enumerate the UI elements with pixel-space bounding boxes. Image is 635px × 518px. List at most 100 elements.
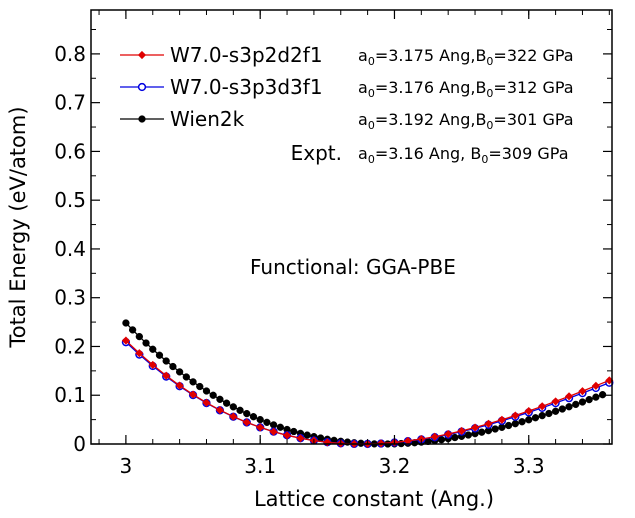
legend-entry: W7.0-s3p3d3f1	[120, 75, 323, 99]
data-point	[137, 82, 147, 92]
data-point	[592, 393, 600, 401]
data-point	[538, 411, 546, 420]
data-point	[202, 398, 211, 407]
legend-label: W7.0-s3p3d3f1	[170, 75, 323, 99]
series-w7-0-s3p3d3f1	[121, 338, 614, 449]
data-point	[464, 431, 472, 439]
data-point	[137, 50, 147, 60]
series-line	[125, 341, 610, 445]
data-point	[558, 405, 566, 413]
x-tick-label: 3.1	[244, 454, 276, 478]
data-point	[175, 381, 184, 390]
y-tick-label: 0.8	[54, 42, 86, 66]
axes-layer: 0 0.1 0.2 0.3 0.4 0.5 0.6 0.7 0.8 3 3.1 3.2 3.3	[54, 9, 613, 478]
data-point	[457, 426, 466, 436]
data-point	[565, 403, 573, 411]
data-point	[229, 412, 238, 421]
data-point	[491, 425, 499, 433]
annotation-functional: Functional: GGA-PBE	[250, 255, 456, 279]
data-point	[290, 427, 298, 436]
data-point	[202, 387, 211, 395]
data-point	[296, 434, 305, 443]
data-point	[135, 349, 144, 358]
data-point	[122, 319, 130, 327]
data-point	[430, 432, 439, 441]
data-point	[263, 418, 271, 426]
expt-label: Expt.	[291, 141, 342, 165]
data-point	[545, 409, 553, 418]
data-point	[243, 409, 251, 418]
data-point	[591, 381, 600, 390]
data-point	[484, 419, 493, 428]
data-point	[269, 421, 278, 429]
data-point	[525, 416, 533, 424]
data-point	[236, 406, 244, 414]
y-tick-label: 0.6	[54, 139, 86, 163]
y-tick-label: 0.7	[54, 91, 86, 115]
param-row: a0=3.176 Ang,B0=312 GPa	[358, 78, 574, 100]
param-row: a0=3.175 Ang,B0=322 GPa	[358, 46, 574, 68]
data-point	[215, 405, 224, 415]
data-point	[216, 395, 224, 403]
data-point	[518, 418, 526, 426]
parameters-table: a0=3.175 Ang,B0=322 GPa a0=3.176 Ang,B0=3…	[291, 46, 574, 166]
data-point	[162, 357, 170, 365]
data-point	[269, 427, 278, 436]
data-point	[256, 423, 265, 432]
x-tick-label: 3.3	[513, 454, 545, 478]
series-wien2k	[122, 319, 607, 448]
legend-entry: W7.0-s3p2d2f1	[120, 43, 323, 67]
data-point	[511, 420, 519, 428]
data-point	[155, 351, 164, 359]
y-tick-label: 0.4	[54, 237, 86, 261]
legend-entry: Wien2k	[120, 107, 245, 131]
data-point	[578, 398, 587, 406]
data-point	[135, 332, 143, 341]
data-point	[196, 382, 204, 391]
data-point	[242, 418, 251, 427]
x-tick-label: 3.2	[379, 454, 411, 478]
plot-frame	[90, 9, 613, 445]
data-point	[451, 433, 459, 442]
data-point	[444, 429, 453, 439]
data-point	[531, 414, 540, 422]
data-point	[538, 402, 547, 411]
y-tick-label: 0.2	[54, 334, 86, 358]
y-axis-title: Total Energy (eV/atom)	[6, 106, 30, 348]
data-point	[578, 387, 587, 396]
data-point	[524, 406, 533, 416]
data-point	[188, 390, 198, 399]
data-point	[222, 399, 231, 407]
legend-label: W7.0-s3p2d2f1	[170, 43, 323, 67]
data-point	[256, 415, 264, 424]
data-point	[551, 407, 560, 415]
data-point	[162, 371, 171, 380]
data-point	[148, 360, 157, 369]
y-tick-label: 0.1	[54, 383, 86, 407]
data-point	[142, 339, 150, 347]
series-layer	[121, 319, 614, 449]
data-point	[572, 400, 580, 409]
data-point	[497, 415, 506, 424]
legend-label: Wien2k	[170, 107, 245, 131]
data-point	[249, 413, 258, 421]
data-point	[209, 391, 217, 399]
x-axis-title: Lattice constant (Ang.)	[254, 487, 494, 511]
y-tick-label: 0.5	[54, 188, 86, 212]
data-point	[437, 436, 446, 444]
param-row: a0=3.192 Ang,B0=301 GPa	[358, 110, 574, 132]
data-point	[504, 421, 513, 430]
data-point	[585, 395, 593, 404]
data-point	[169, 362, 177, 371]
param-row-expt: a0=3.16 Ang, B0=309 GPa	[358, 144, 569, 166]
data-point	[121, 336, 130, 345]
data-point	[138, 115, 146, 123]
data-point	[478, 428, 486, 436]
data-point	[276, 423, 284, 431]
data-point	[229, 403, 237, 411]
data-point	[564, 392, 574, 401]
y-tick-label: 0	[73, 432, 86, 456]
series-line	[125, 340, 610, 445]
data-point	[175, 368, 184, 376]
